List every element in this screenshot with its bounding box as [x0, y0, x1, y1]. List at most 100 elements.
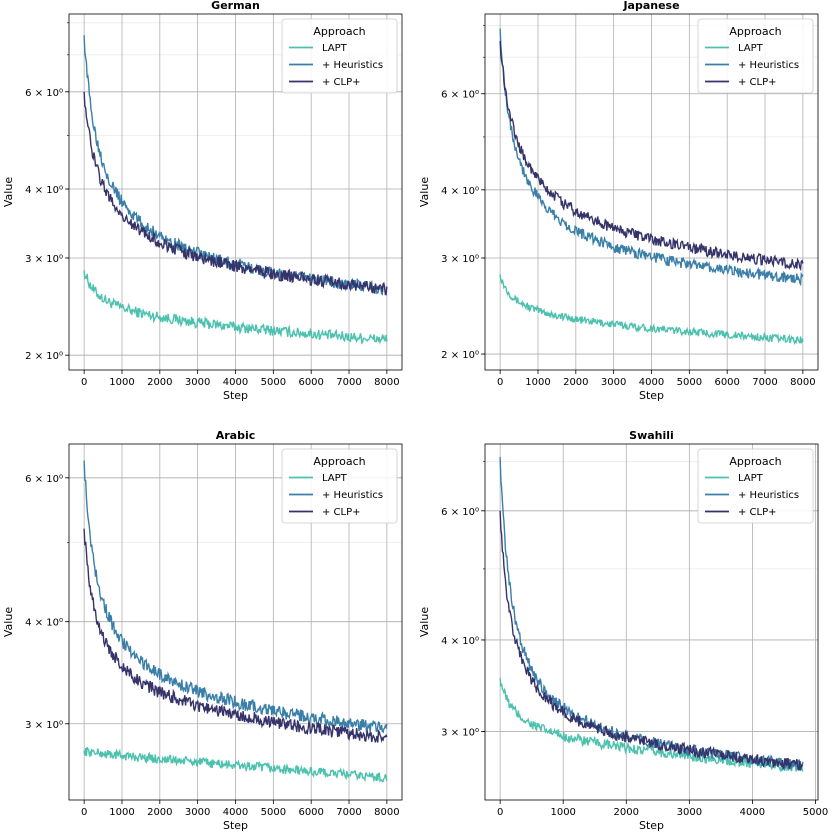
x-tick-label: 1000 [109, 807, 134, 818]
x-tick-label: 4000 [639, 377, 664, 388]
legend: Approach LAPT + Heuristics + CLP+ [697, 448, 814, 524]
legend-title: Approach [729, 25, 781, 38]
chart-german: 0 1000 2000 3000 4000 5000 6000 7000 8000 2 × 10⁰… [2, 0, 403, 402]
x-axis: 0 1000 2000 3000 4000 5000 6000 7000 8000 [497, 370, 816, 388]
y-axis: 2 × 10⁰ 3 × 10⁰ 4 × 10⁰ 6 × 10⁰ [441, 25, 485, 361]
x-tick-label: 7000 [336, 377, 361, 388]
series-line-0 [83, 270, 388, 345]
y-axis-label: Value [418, 607, 431, 637]
x-tick-label: 7000 [752, 377, 777, 388]
x-axis: 0 1000 2000 3000 4000 5000 [497, 800, 828, 818]
legend-box [697, 18, 814, 94]
legend-box [697, 448, 814, 524]
legend-entry: + Heuristics [738, 60, 799, 71]
y-tick-label: 2 × 10⁰ [441, 350, 479, 361]
x-tick-label: 6000 [714, 377, 739, 388]
x-axis-label: Step [639, 819, 664, 832]
chart-title: Swahili [629, 429, 674, 442]
legend-entry: + CLP+ [738, 507, 777, 518]
legend-entry: + CLP+ [322, 507, 361, 518]
x-axis-label: Step [639, 389, 664, 402]
y-tick-label: 3 × 10⁰ [441, 728, 479, 739]
chart-swahili: 0 1000 2000 3000 4000 5000 3 × 10⁰ 4 × 10⁰ 6 × 1… [418, 429, 828, 832]
y-axis-label: Value [2, 177, 15, 207]
series-lines [499, 28, 804, 346]
y-tick-label: 3 × 10⁰ [25, 254, 63, 265]
legend: Approach LAPT + Heuristics + CLP+ [697, 18, 814, 94]
series-line-2 [499, 510, 803, 771]
legend-entry: LAPT [738, 473, 764, 484]
chart-title: Arabic [216, 429, 256, 442]
x-tick-label: 0 [81, 377, 87, 388]
y-axis: 2 × 10⁰ 3 × 10⁰ 4 × 10⁰ 6 × 10⁰ [25, 22, 69, 362]
legend-entry: + Heuristics [738, 490, 799, 501]
x-tick-label: 2000 [147, 807, 172, 818]
legend-title: Approach [313, 455, 365, 468]
x-tick-label: 1000 [109, 377, 134, 388]
chart-arabic: 0 1000 2000 3000 4000 5000 6000 7000 8000 3 × 10⁰… [2, 429, 403, 832]
x-tick-label: 8000 [374, 377, 399, 388]
y-tick-label: 4 × 10⁰ [441, 186, 479, 197]
x-tick-label: 1000 [525, 377, 550, 388]
x-tick-label: 4000 [740, 807, 765, 818]
x-tick-label: 6000 [298, 807, 323, 818]
x-axis: 0 1000 2000 3000 4000 5000 6000 7000 8000 [81, 800, 400, 818]
x-tick-label: 0 [497, 377, 503, 388]
legend-box [281, 18, 398, 94]
series-lines [499, 457, 804, 773]
x-tick-label: 0 [497, 807, 503, 818]
x-tick-label: 7000 [336, 807, 361, 818]
series-line-2 [499, 40, 804, 272]
y-tick-label: 4 × 10⁰ [25, 618, 63, 629]
y-tick-label: 6 × 10⁰ [441, 507, 479, 518]
y-axis: 3 × 10⁰ 4 × 10⁰ 6 × 10⁰ [441, 461, 485, 739]
x-tick-label: 2000 [147, 377, 172, 388]
x-tick-label: 3000 [185, 377, 210, 388]
y-tick-label: 2 × 10⁰ [25, 351, 63, 362]
y-tick-label: 4 × 10⁰ [441, 636, 479, 647]
x-tick-label: 1000 [550, 807, 575, 818]
series-line-0 [499, 274, 804, 346]
x-tick-label: 4000 [223, 807, 248, 818]
legend-entry: LAPT [322, 43, 348, 54]
x-tick-label: 5000 [677, 377, 702, 388]
legend: Approach LAPT + Heuristics + CLP+ [281, 448, 398, 524]
legend-entry: + Heuristics [322, 490, 383, 501]
x-tick-label: 2000 [614, 807, 639, 818]
y-tick-label: 3 × 10⁰ [25, 720, 63, 731]
legend-box [281, 448, 398, 524]
legend-entry: + CLP+ [322, 77, 361, 88]
y-tick-label: 6 × 10⁰ [25, 88, 63, 99]
y-tick-label: 6 × 10⁰ [441, 90, 479, 101]
x-tick-label: 5000 [261, 377, 286, 388]
series-line-2 [83, 528, 388, 744]
x-axis: 0 1000 2000 3000 4000 5000 6000 7000 8000 [81, 370, 400, 388]
legend-entry: + CLP+ [738, 77, 777, 88]
x-gridlines [485, 444, 818, 800]
x-gridlines [69, 14, 402, 370]
x-tick-label: 3000 [601, 377, 626, 388]
x-tick-label: 5000 [803, 807, 828, 818]
series-line-2 [83, 91, 388, 296]
legend-title: Approach [729, 455, 781, 468]
y-tick-label: 6 × 10⁰ [25, 474, 63, 485]
legend-title: Approach [313, 25, 365, 38]
plot-frame [484, 443, 819, 801]
legend-entry: LAPT [738, 43, 764, 54]
x-tick-label: 6000 [298, 377, 323, 388]
x-tick-label: 0 [81, 807, 87, 818]
series-lines [83, 460, 388, 783]
y-tick-label: 3 × 10⁰ [441, 254, 479, 265]
x-tick-label: 3000 [677, 807, 702, 818]
series-line-1 [499, 28, 804, 287]
y-axis: 3 × 10⁰ 4 × 10⁰ 6 × 10⁰ [25, 474, 69, 731]
y-axis-label: Value [2, 607, 15, 637]
y-tick-label: 4 × 10⁰ [25, 185, 63, 196]
chart-japanese: 0 1000 2000 3000 4000 5000 6000 7000 8000 2 × 10⁰… [418, 0, 819, 402]
series-line-1 [83, 460, 388, 734]
x-tick-label: 4000 [223, 377, 248, 388]
x-axis-label: Step [223, 389, 248, 402]
y-axis-label: Value [418, 177, 431, 207]
series-lines [83, 35, 388, 345]
